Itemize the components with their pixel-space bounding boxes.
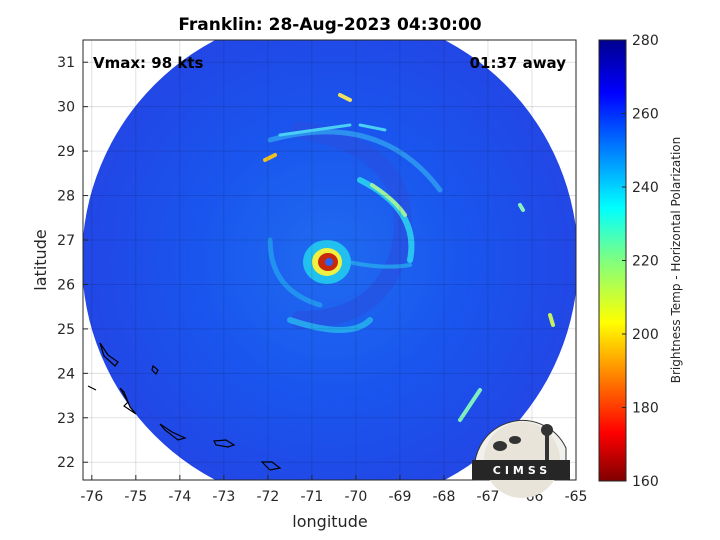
- x-tick-label: -76: [80, 489, 103, 505]
- rain-bands: [263, 93, 555, 422]
- colorbar-label: Brightness Temp - Horizontal Polarizatio…: [669, 137, 683, 384]
- x-tick-label: -68: [433, 489, 456, 505]
- cimss-logo-text: CIMSS: [493, 464, 551, 477]
- longitude-ticks: -76 -75 -74 -73 -72 -71 -70 -69 -68 -67 -66 -65: [80, 475, 587, 505]
- x-tick-label: -74: [168, 489, 191, 505]
- hurricane-eye: [303, 240, 351, 284]
- colorbar-tick-label: 260: [632, 107, 659, 123]
- coastline-outlines: [87, 342, 282, 471]
- y-tick-label: 23: [57, 411, 75, 427]
- colorbar-tick-label: 200: [632, 327, 659, 343]
- colorbar-tick-label: 280: [632, 33, 659, 49]
- y-tick-label: 26: [57, 277, 75, 293]
- y-tick-label: 31: [57, 55, 75, 71]
- colorbar-ticks: 160 180 200 220 240 260 280: [622, 33, 659, 490]
- colorbar-tick-label: 220: [632, 254, 659, 270]
- colorbar-scale: [598, 39, 627, 482]
- y-tick-label: 28: [57, 189, 75, 205]
- x-tick-label: -69: [388, 489, 411, 505]
- x-tick-label: -75: [124, 489, 147, 505]
- y-tick-label: 25: [57, 322, 75, 338]
- grid-lines: [83, 40, 577, 480]
- y-tick-label: 24: [57, 366, 75, 382]
- y-tick-label: 22: [57, 455, 75, 471]
- y-axis-label: latitude: [31, 229, 50, 290]
- map-title: Franklin: 28-Aug-2023 04:30:00: [178, 15, 481, 35]
- time-away-annotation: 01:37 away: [470, 54, 567, 72]
- vmax-annotation: Vmax: 98 kts: [93, 54, 203, 72]
- x-tick-label: -70: [344, 489, 367, 505]
- x-tick-label: -73: [212, 489, 235, 505]
- y-tick-label: 29: [57, 144, 75, 160]
- colorbar-tick-label: 160: [632, 474, 659, 490]
- axes-frame: [82, 39, 577, 481]
- colorbar-tick-label: 180: [632, 401, 659, 417]
- x-tick-label: -72: [256, 489, 279, 505]
- colorbar-tick-label: 240: [632, 180, 659, 196]
- y-tick-label: 30: [57, 100, 75, 116]
- colorbar: 160 180 200 220 240 260 280 Brightness Temp - …: [598, 33, 683, 490]
- x-axis-label: longitude: [292, 512, 367, 531]
- y-tick-label: 27: [57, 233, 75, 249]
- x-tick-label: -67: [477, 489, 500, 505]
- x-tick-label: -65: [565, 489, 588, 505]
- x-tick-label: -71: [300, 489, 323, 505]
- cimss-logo: CIMSS: [472, 420, 570, 498]
- latitude-ticks: 22 23 24 25 26 27 28 29 30 31: [57, 55, 88, 471]
